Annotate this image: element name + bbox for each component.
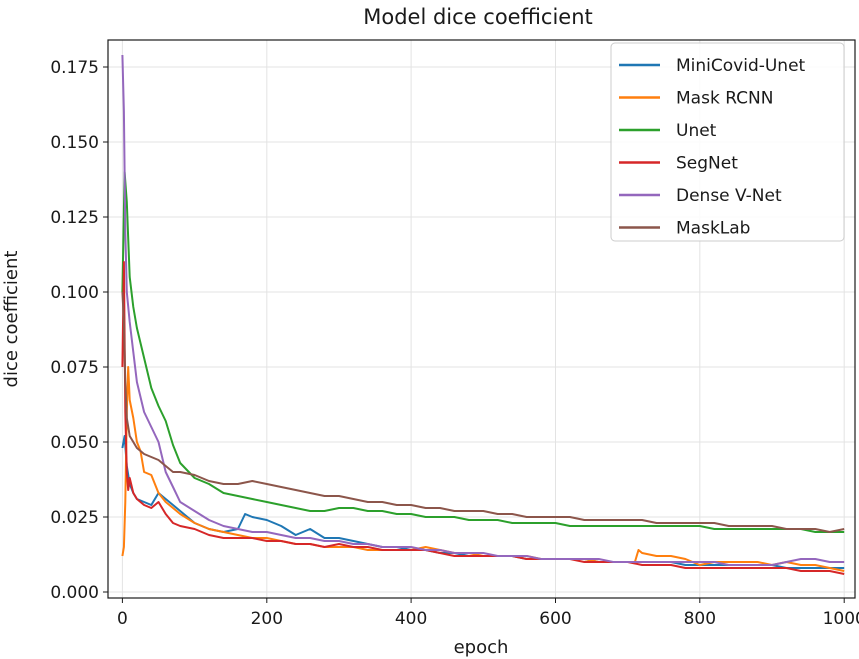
- y-tick-label: 0.000: [50, 583, 99, 603]
- legend-label-masklab: MaskLab: [676, 219, 750, 239]
- y-axis-title: dice coefficient: [1, 251, 22, 388]
- y-tick-label: 0.150: [50, 133, 99, 153]
- series-line-segnet: [121, 261, 845, 575]
- legend-label-minicovid-unet: MiniCovid-Unet: [676, 56, 806, 76]
- legend-entries: MiniCovid-Unet Mask RCNN Unet SegNet Dense V…: [619, 56, 806, 239]
- y-tick-label: 0.175: [50, 58, 99, 78]
- y-tick-label: 0.125: [50, 208, 99, 228]
- x-tick-label: 200: [251, 609, 283, 629]
- legend: MiniCovid-Unet Mask RCNN Unet SegNet Dense V…: [610, 42, 845, 242]
- series-line-masklab: [121, 291, 845, 533]
- x-tick-label: 0: [117, 609, 128, 629]
- x-tick-label: 600: [539, 609, 571, 629]
- series-line-unet: [121, 171, 845, 533]
- x-tick-label: 400: [395, 609, 427, 629]
- legend-label-segnet: SegNet: [676, 154, 738, 174]
- y-tick-label: 0.025: [50, 508, 99, 528]
- series-line-dense-v-net: [121, 54, 845, 566]
- series-lines: [121, 54, 845, 575]
- plot-frame: [107, 39, 856, 599]
- y-axis-ticks: 0.000 0.025 0.050 0.075 0.100 0.125 0.150 0.175: [50, 58, 108, 603]
- x-axis-title: epoch: [454, 637, 509, 658]
- legend-box: [610, 42, 845, 242]
- y-tick-label: 0.050: [50, 433, 99, 453]
- legend-label-unet: Unet: [676, 121, 717, 141]
- y-tick-label: 0.075: [50, 358, 99, 378]
- y-tick-label: 0.100: [50, 283, 99, 303]
- legend-label-dense-v-net: Dense V-Net: [676, 186, 782, 206]
- chart-title: Model dice coefficient: [363, 5, 593, 29]
- legend-label-mask-rcnn: Mask RCNN: [676, 89, 773, 109]
- x-tick-label: 800: [684, 609, 716, 629]
